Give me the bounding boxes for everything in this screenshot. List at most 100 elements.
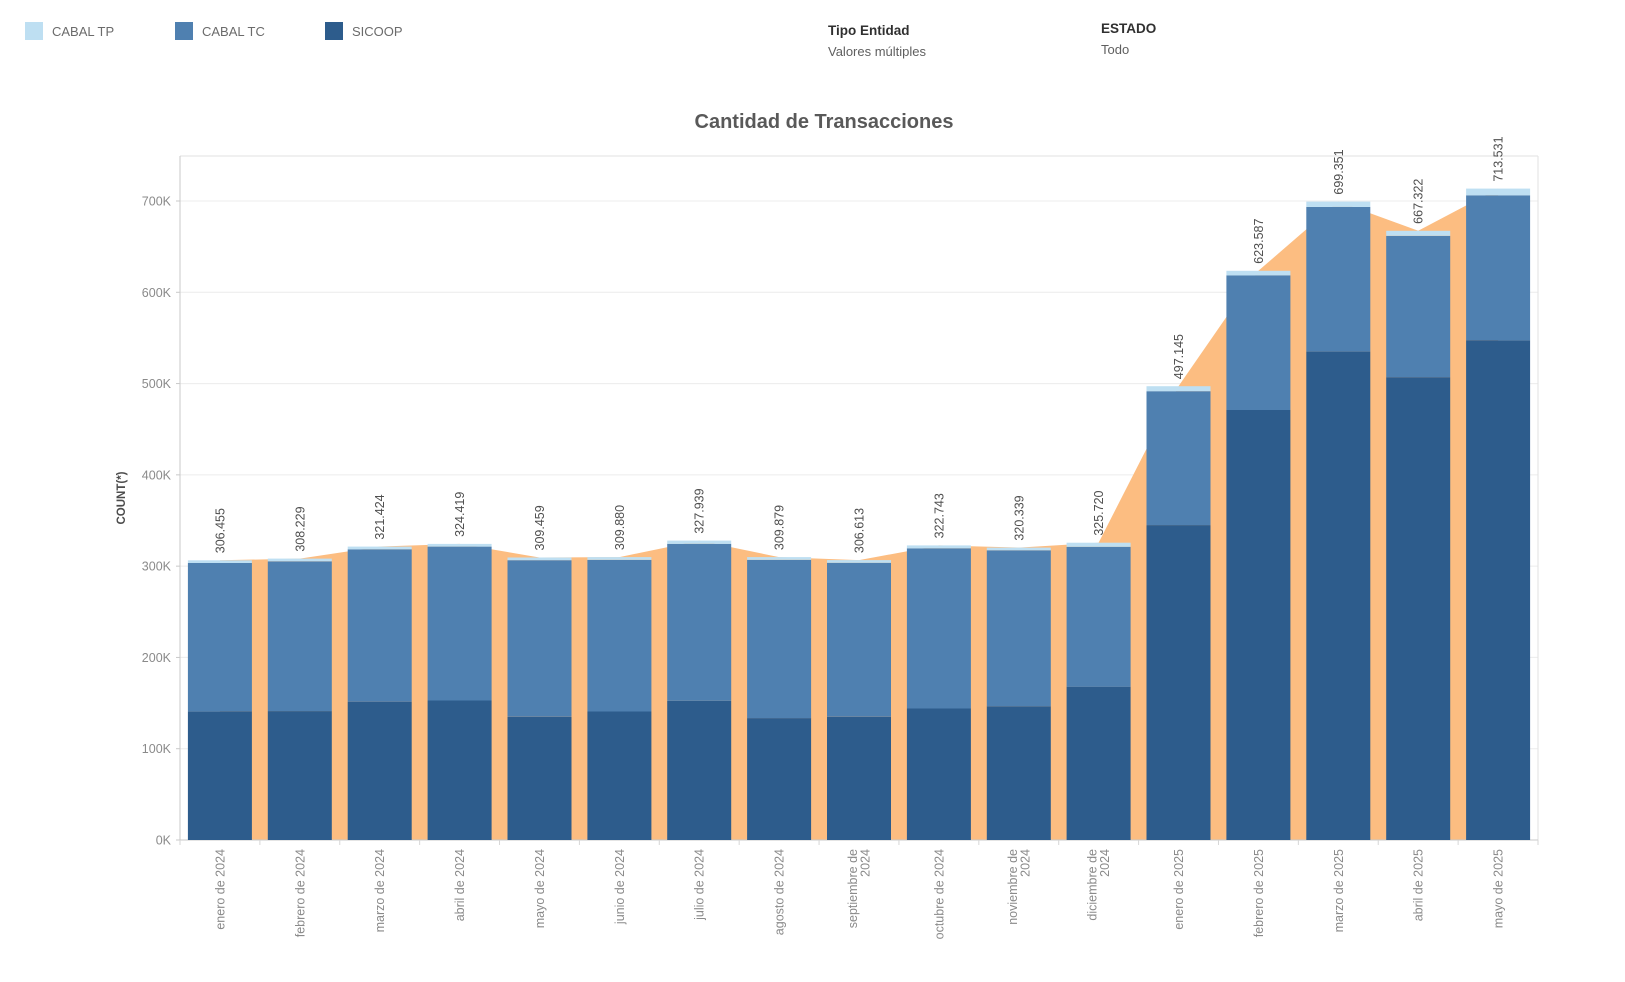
total-label: 306.455	[213, 508, 227, 553]
total-label: 306.613	[853, 508, 867, 553]
bar-segment-cabal-tp[interactable]	[1146, 386, 1211, 392]
bar-segment-sicoop[interactable]	[187, 711, 252, 840]
bar-segment-cabal-tc[interactable]	[187, 563, 252, 712]
y-tick-label: 200K	[142, 651, 172, 665]
total-label: 713.531	[1492, 136, 1506, 181]
bar-segment-cabal-tp[interactable]	[1306, 201, 1371, 207]
bar-segment-cabal-tc[interactable]	[1066, 546, 1131, 687]
legend-item-cabal-tc[interactable]: CABAL TC	[175, 22, 265, 40]
filter-tipo-entidad[interactable]: Tipo Entidad Valores múltiples	[828, 23, 926, 59]
x-category-label: mayo de 2025	[1492, 849, 1506, 928]
bar-segment-cabal-tp[interactable]	[187, 560, 252, 563]
bar-segment-sicoop[interactable]	[986, 706, 1051, 840]
total-label: 309.459	[533, 505, 547, 550]
bar-segment-cabal-tc[interactable]	[906, 548, 971, 709]
bar-segment-sicoop[interactable]	[827, 716, 891, 840]
total-label: 325.720	[1092, 490, 1106, 535]
y-tick-label: 600K	[142, 286, 172, 300]
bar-segment-cabal-tc[interactable]	[1146, 391, 1211, 526]
filter-value[interactable]: Valores múltiples	[828, 44, 927, 59]
legend-label: SICOOP	[352, 23, 403, 39]
bar-segment-sicoop[interactable]	[1306, 351, 1371, 840]
bar-segment-cabal-tc[interactable]	[267, 561, 332, 712]
bar-segment-sicoop[interactable]	[507, 716, 572, 840]
y-tick-label: 700K	[142, 195, 172, 209]
bar-segment-sicoop[interactable]	[267, 711, 332, 840]
total-label: 321.424	[373, 494, 387, 539]
bar-segment-cabal-tp[interactable]	[827, 560, 891, 563]
bar-segment-cabal-tp[interactable]	[1386, 230, 1451, 236]
bar-segment-sicoop[interactable]	[906, 708, 971, 841]
total-label: 320.339	[1012, 495, 1026, 540]
x-category-label: diciembre de	[1086, 849, 1100, 921]
bar-segment-cabal-tc[interactable]	[587, 559, 652, 712]
y-tick-label: 300K	[142, 560, 172, 574]
y-tick-label: 400K	[142, 468, 172, 482]
bar-segment-sicoop[interactable]	[1066, 686, 1131, 840]
bar-segment-cabal-tc[interactable]	[1466, 195, 1531, 341]
total-label: 327.939	[693, 488, 707, 533]
filter-estado[interactable]: ESTADO Todo	[1101, 21, 1156, 57]
total-label: 699.351	[1332, 149, 1346, 194]
total-label: 308.229	[293, 506, 307, 551]
bar-segment-cabal-tc[interactable]	[1306, 206, 1371, 352]
bar-segment-sicoop[interactable]	[1226, 410, 1291, 840]
bar-segment-cabal-tc[interactable]	[1226, 275, 1291, 410]
x-category-label: marzo de 2024	[373, 849, 387, 932]
bar-segment-cabal-tp[interactable]	[507, 557, 572, 561]
total-label: 324.419	[453, 492, 467, 537]
bar-segment-sicoop[interactable]	[427, 700, 492, 841]
bar-segment-cabal-tp[interactable]	[986, 547, 1051, 551]
x-category-label: junio de 2024	[613, 849, 627, 925]
x-category-label: 2024	[859, 849, 873, 877]
y-tick-label: 500K	[142, 377, 172, 391]
bar-segment-cabal-tc[interactable]	[507, 560, 572, 717]
x-category-label: agosto de 2024	[773, 849, 787, 935]
legend-item-cabal-tp[interactable]: CABAL TP	[25, 22, 114, 40]
y-tick-label: 100K	[142, 742, 172, 756]
x-category-label: marzo de 2025	[1332, 849, 1346, 932]
x-category-label: septiembre de	[846, 849, 860, 928]
x-category-label: noviembre de	[1006, 849, 1020, 925]
legend-label: CABAL TC	[202, 23, 265, 39]
bar-segment-cabal-tp[interactable]	[667, 540, 732, 544]
bar-segment-sicoop[interactable]	[667, 701, 732, 840]
filter-value[interactable]: Todo	[1101, 42, 1130, 57]
total-label: 623.587	[1252, 219, 1266, 264]
y-axis-title: COUNT(*)	[116, 471, 128, 524]
x-category-label: 2024	[1018, 849, 1032, 877]
bar-segment-cabal-tp[interactable]	[747, 557, 812, 560]
bar-segment-cabal-tc[interactable]	[747, 559, 812, 719]
total-label: 322.743	[932, 493, 946, 538]
bar-segment-cabal-tc[interactable]	[427, 546, 492, 701]
bar-segment-sicoop[interactable]	[1146, 525, 1211, 840]
legend-swatch-cabal-tc	[175, 22, 193, 40]
bar-segment-cabal-tc[interactable]	[667, 543, 732, 701]
bar-segment-sicoop[interactable]	[747, 718, 812, 840]
bar-segment-cabal-tp[interactable]	[1226, 270, 1291, 276]
x-category-label: julio de 2024	[693, 849, 707, 921]
bar-segment-cabal-tp[interactable]	[1066, 542, 1131, 547]
bar-segment-sicoop[interactable]	[347, 701, 412, 840]
bar-segment-sicoop[interactable]	[587, 711, 652, 841]
bar-segment-cabal-tc[interactable]	[1386, 235, 1451, 378]
legend-item-sicoop[interactable]: SICOOP	[325, 22, 403, 40]
x-category-label: abril de 2024	[453, 849, 467, 921]
bar-segment-cabal-tc[interactable]	[827, 562, 891, 717]
bar-segment-cabal-tp[interactable]	[347, 546, 412, 550]
bar-segment-cabal-tp[interactable]	[906, 545, 971, 549]
bar-segment-sicoop[interactable]	[1466, 340, 1531, 840]
total-label: 309.879	[773, 505, 787, 550]
bar-segment-cabal-tp[interactable]	[427, 543, 492, 547]
legend-swatch-cabal-tp	[25, 22, 43, 40]
total-label: 667.322	[1412, 179, 1426, 224]
bar-segment-sicoop[interactable]	[1386, 377, 1451, 840]
bar-segment-cabal-tp[interactable]	[267, 558, 332, 562]
total-label: 497.145	[1172, 334, 1186, 379]
bar-segment-cabal-tp[interactable]	[1466, 188, 1531, 196]
bar-segment-cabal-tc[interactable]	[986, 550, 1051, 707]
bar-segment-cabal-tp[interactable]	[587, 557, 652, 560]
x-category-label: febrero de 2024	[293, 849, 307, 937]
bar-segment-cabal-tc[interactable]	[347, 549, 412, 702]
